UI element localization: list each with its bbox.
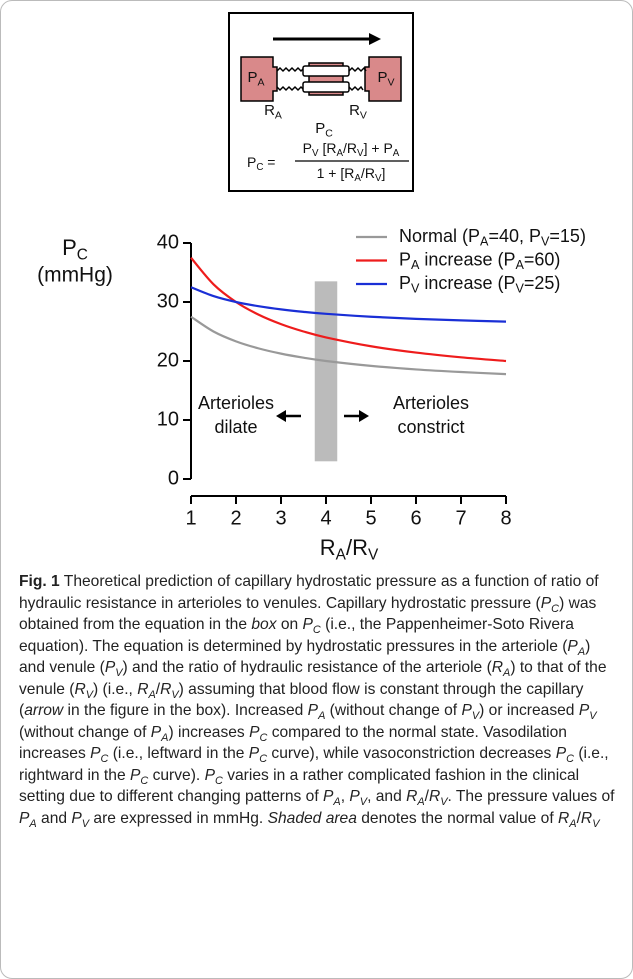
caption: Fig. 1 Theoretical prediction of capilla…	[19, 571, 619, 829]
x-tick-label: 7	[455, 507, 466, 529]
legend-label: PV increase (PV=25)	[399, 273, 560, 296]
caption-text: Theoretical prediction of capillary hydr…	[19, 573, 615, 827]
capillary-tube	[303, 82, 349, 92]
legend-label: Normal (PA=40, PV=15)	[399, 226, 586, 249]
y-tick-label: 30	[157, 290, 179, 312]
y-tick-label: 20	[157, 349, 179, 371]
annotation: Arterioles	[393, 393, 469, 413]
x-tick-label: 2	[230, 507, 241, 529]
figure: PA PV RA PC RV PC = PV [RA/RV] + PA 1 + …	[0, 0, 633, 979]
y-tick-label: 40	[157, 231, 179, 253]
caption-label: Fig. 1	[19, 573, 60, 590]
annotation: Arterioles	[198, 393, 274, 413]
line-series	[191, 317, 506, 374]
legend-label: PA increase (PA=60)	[399, 249, 560, 272]
x-axis-label: RA/RV	[320, 535, 379, 564]
x-tick-label: 1	[185, 507, 196, 529]
y-tick-label: 10	[157, 408, 179, 430]
shaded-region	[315, 281, 338, 461]
figure-graphics: PA PV RA PC RV PC = PV [RA/RV] + PA 1 + …	[1, 1, 632, 566]
x-tick-label: 4	[320, 507, 331, 529]
y-axis-unit: (mmHg)	[37, 264, 113, 287]
annotation: constrict	[397, 417, 464, 437]
x-tick-label: 6	[410, 507, 421, 529]
x-tick-label: 8	[500, 507, 511, 529]
arrow-right-head	[359, 410, 369, 422]
capillary-tube	[303, 66, 349, 76]
y-tick-label: 0	[168, 467, 179, 489]
y-axis-label: PC	[62, 235, 88, 264]
arrow-left-head	[276, 410, 286, 422]
annotation: dilate	[214, 417, 257, 437]
x-tick-label: 3	[275, 507, 286, 529]
x-tick-label: 5	[365, 507, 376, 529]
